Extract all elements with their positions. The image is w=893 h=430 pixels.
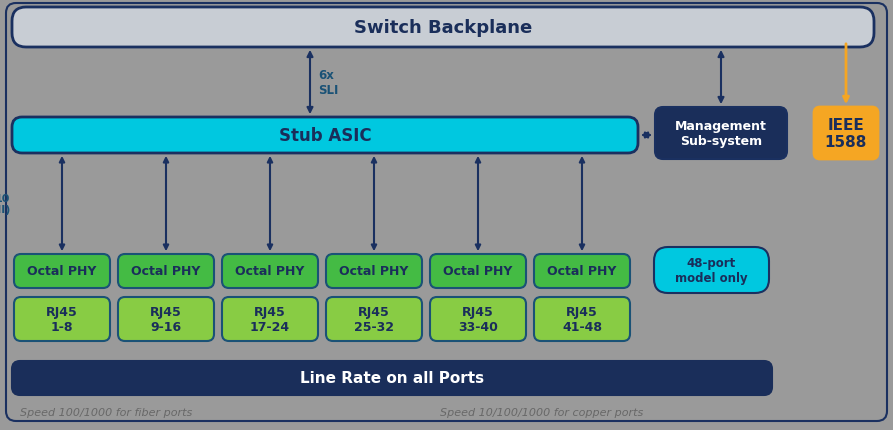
FancyBboxPatch shape: [222, 297, 318, 341]
Text: RJ45
41-48: RJ45 41-48: [562, 305, 602, 333]
FancyBboxPatch shape: [326, 255, 422, 289]
Text: 6x
SLI: 6x SLI: [318, 69, 338, 97]
FancyBboxPatch shape: [14, 255, 110, 289]
FancyBboxPatch shape: [118, 297, 214, 341]
Text: RJ45
25-32: RJ45 25-32: [354, 305, 394, 333]
Text: Octal PHY: Octal PHY: [443, 265, 513, 278]
Text: Octal PHY: Octal PHY: [28, 265, 96, 278]
Text: RJ45
9-16: RJ45 9-16: [150, 305, 182, 333]
Text: RJ45
33-40: RJ45 33-40: [458, 305, 498, 333]
FancyBboxPatch shape: [12, 361, 772, 395]
Text: Octal PHY: Octal PHY: [131, 265, 201, 278]
FancyBboxPatch shape: [14, 297, 110, 341]
Text: Management
Sub-system: Management Sub-system: [675, 120, 767, 147]
Text: Switch Backplane: Switch Backplane: [354, 19, 532, 37]
FancyBboxPatch shape: [430, 255, 526, 289]
FancyBboxPatch shape: [655, 108, 787, 160]
Text: Octal PHY: Octal PHY: [236, 265, 305, 278]
FancyBboxPatch shape: [326, 297, 422, 341]
Text: RJ45
1-8: RJ45 1-8: [46, 305, 78, 333]
FancyBboxPatch shape: [534, 297, 630, 341]
FancyBboxPatch shape: [814, 108, 878, 160]
FancyBboxPatch shape: [654, 247, 769, 293]
Text: Speed 100/1000 for fiber ports: Speed 100/1000 for fiber ports: [20, 407, 192, 417]
FancyBboxPatch shape: [12, 118, 638, 154]
FancyBboxPatch shape: [12, 8, 874, 48]
Text: Stub ASIC: Stub ASIC: [279, 127, 371, 144]
FancyBboxPatch shape: [222, 255, 318, 289]
Text: IEEE
1588: IEEE 1588: [825, 117, 867, 150]
Text: 10
(USGMII): 10 (USGMII): [0, 193, 10, 215]
FancyBboxPatch shape: [118, 255, 214, 289]
Text: Line Rate on all Ports: Line Rate on all Ports: [300, 371, 484, 386]
Text: Octal PHY: Octal PHY: [547, 265, 617, 278]
Text: Octal PHY: Octal PHY: [339, 265, 409, 278]
FancyBboxPatch shape: [430, 297, 526, 341]
Text: Speed 10/100/1000 for copper ports: Speed 10/100/1000 for copper ports: [440, 407, 643, 417]
Text: 48-port
model only: 48-port model only: [675, 256, 747, 284]
FancyBboxPatch shape: [534, 255, 630, 289]
Text: RJ45
17-24: RJ45 17-24: [250, 305, 290, 333]
